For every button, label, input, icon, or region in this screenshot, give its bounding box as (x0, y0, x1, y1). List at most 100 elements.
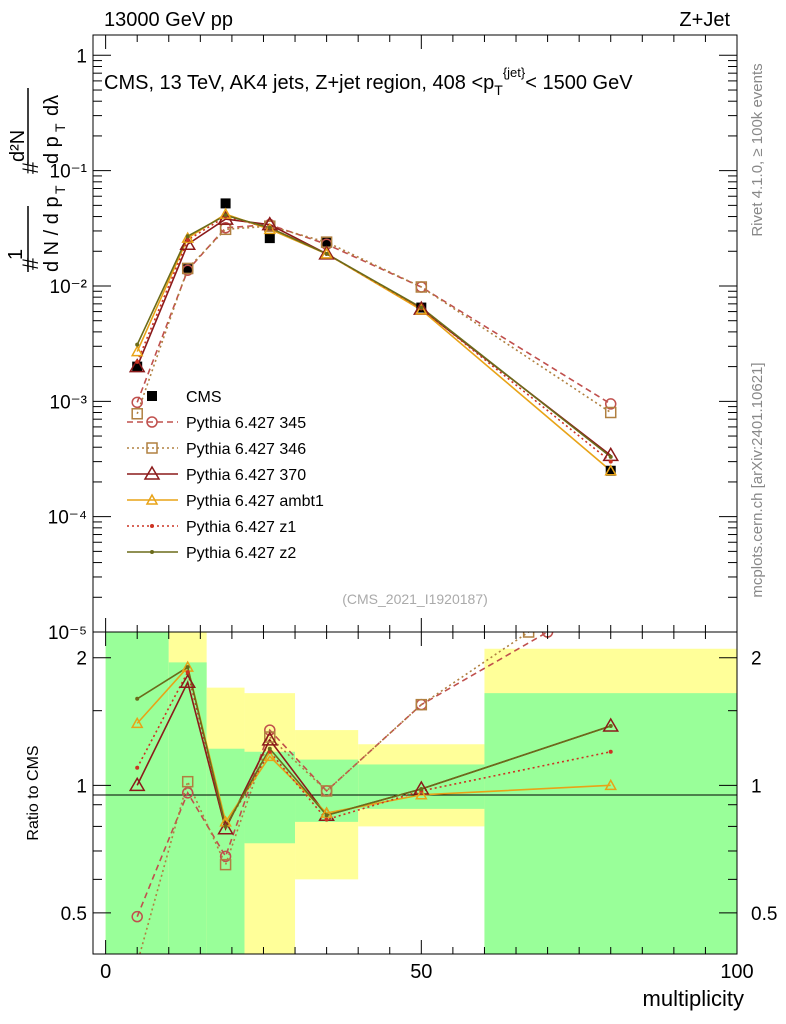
ratio-y-tick-label-right: 1 (751, 776, 762, 797)
legend-label-z2: Pythia 6.427 z2 (186, 545, 296, 562)
legend: CMS Pythia 6.427 345 Pythia 6.427 346 Pythi… (127, 389, 324, 562)
p345-marker (264, 724, 276, 736)
rivet-label: Rivet 4.1.0, ≥ 100k events (749, 63, 766, 236)
legend-label-z1: Pythia 6.427 z1 (186, 519, 296, 536)
p346-marker (522, 632, 535, 638)
z2-marker (608, 724, 613, 729)
uncertainty-band-green (484, 693, 737, 954)
p346-marker (131, 408, 143, 420)
y-tick-label: 10⁻³ (50, 392, 88, 413)
legend-label-p346: Pythia 6.427 346 (186, 441, 306, 458)
z1-marker (135, 765, 140, 770)
p345-line (136, 223, 612, 405)
ambt1-marker (415, 788, 428, 800)
z2-marker (135, 696, 140, 701)
ratio-plot-panel: 0.5 0.5 1 1 2 2 0 50 100 (61, 631, 777, 983)
p346-marker (181, 262, 194, 275)
uncertainty-band-green (168, 662, 207, 954)
ambt1-marker (263, 749, 277, 762)
uncertainty-band-green (358, 764, 485, 809)
legend-label-p345: Pythia 6.427 345 (186, 415, 306, 432)
svg-text:d²N: d²N (7, 130, 29, 162)
svg-text:d N / d p: d N / d p (41, 196, 63, 272)
ratio-y-tick-label: 2 (76, 649, 87, 670)
analysis-id: (CMS_2021_I1920187) (342, 591, 488, 607)
p370-marker (261, 731, 279, 746)
z1-marker (267, 749, 272, 754)
z2-marker (150, 550, 154, 554)
z1-marker (608, 749, 613, 754)
p370-marker (143, 465, 161, 480)
z1-marker (150, 524, 154, 528)
y-tick-label: 1 (76, 46, 87, 67)
x-axis-label: multiplicity (643, 986, 744, 1011)
z2-marker (135, 342, 140, 347)
cms-data-point (321, 237, 332, 248)
legend-label-ambt1: Pythia 6.427 ambt1 (186, 493, 324, 510)
main-plot-panel: 1 10⁻¹ 10⁻² 10⁻³ 10⁻⁴ 10⁻⁵ CMS, 13 TeV, AK4 j… (48, 34, 738, 644)
cms-data-point (264, 233, 275, 244)
p346-marker (415, 281, 428, 293)
z1-marker (185, 238, 190, 243)
ambt1-marker (181, 231, 194, 243)
z1-marker (608, 459, 613, 464)
p370-marker (217, 820, 234, 835)
ambt1-marker (145, 493, 159, 505)
z2-marker (223, 824, 228, 829)
z2-marker (185, 665, 190, 670)
p345-marker (604, 398, 617, 410)
uncertainty-band-green (105, 632, 169, 954)
p345-marker (181, 787, 194, 799)
x-tick-label: 100 (720, 961, 753, 983)
z2-marker (185, 234, 190, 239)
source-label: mcplots.cern.ch [arXiv:2401.10621] (749, 362, 766, 597)
svg-text:T: T (52, 185, 68, 194)
p370-marker (128, 358, 146, 373)
p345-marker (219, 850, 232, 863)
svg-text:#: # (18, 257, 43, 270)
z2-marker (324, 813, 329, 818)
legend-label-p370: Pythia 6.427 370 (186, 467, 306, 484)
z2-marker (324, 251, 329, 256)
svg-text:T: T (52, 123, 68, 132)
ratio-y-tick-label: 1 (76, 776, 87, 797)
y-tick-label: 10⁻⁴ (48, 508, 87, 529)
svg-text:d p: d p (41, 136, 63, 164)
ambt1-line (136, 213, 612, 472)
ratio-y-tick-label-right: 2 (751, 649, 762, 670)
ambt1-marker (130, 345, 144, 357)
y-tick-label: 10⁻⁵ (48, 623, 87, 644)
cms-data-point (605, 465, 616, 476)
cms-data-point (147, 391, 157, 401)
process-label: Z+Jet (679, 9, 730, 31)
svg-text:dλ: dλ (41, 95, 63, 116)
ambt1-marker (415, 303, 428, 315)
p346-line (136, 225, 612, 415)
z1-marker (185, 670, 190, 675)
ratio-plot-frame (92, 631, 738, 955)
z1-marker (324, 817, 329, 822)
z2-marker (267, 746, 272, 751)
p346-marker (219, 858, 232, 871)
z1-marker (135, 359, 140, 364)
main-plot-frame (92, 34, 738, 633)
ambt1-marker (320, 247, 333, 259)
p346-marker (320, 785, 333, 797)
z2-marker (267, 225, 272, 230)
z2-marker (608, 454, 613, 459)
svg-text:1: 1 (5, 249, 27, 260)
ratio-y-tick-label-right: 0.5 (751, 904, 777, 925)
ambt1-marker (263, 222, 277, 235)
cms-data-point (182, 264, 193, 275)
ratio-y-tick-label: 0.5 (61, 904, 87, 925)
uncertainty-band-green (244, 751, 296, 844)
p370-marker (179, 235, 197, 251)
ambt1-marker (130, 716, 144, 729)
cms-data-point (132, 361, 143, 372)
p370-marker (179, 673, 197, 689)
svg-text:#: # (18, 161, 43, 174)
p370-marker (128, 776, 146, 792)
p346-marker (146, 442, 158, 454)
ambt1-marker (604, 778, 618, 791)
x-tick-label: 50 (410, 961, 432, 983)
